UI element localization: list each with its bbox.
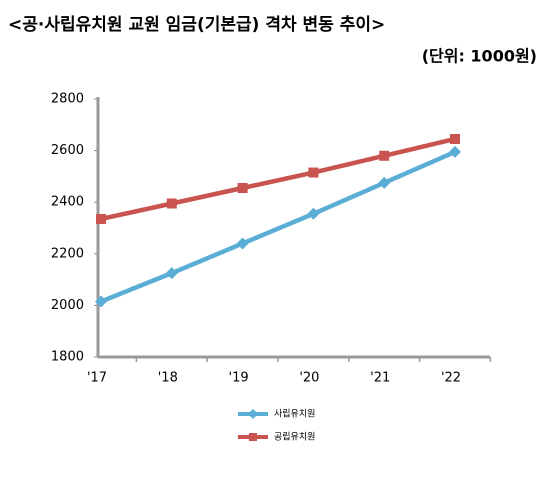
x-tick-label: '22 bbox=[441, 371, 461, 386]
chart-subtitle: (단위: 1000원) bbox=[422, 47, 537, 66]
marker bbox=[378, 176, 391, 189]
x-tick-label: '20 bbox=[299, 371, 319, 386]
marker bbox=[307, 207, 320, 220]
marker bbox=[96, 213, 106, 224]
chart-title: <공·사립유치원 교원 임금(기본급) 격차 변동 추이> bbox=[8, 14, 385, 35]
marker bbox=[308, 167, 319, 178]
series-line bbox=[100, 136, 456, 222]
marker bbox=[95, 295, 107, 308]
marker bbox=[379, 150, 390, 161]
y-tick-label: 2200 bbox=[51, 246, 84, 261]
legend-marker bbox=[249, 433, 257, 441]
marker bbox=[450, 133, 460, 144]
x-tick-label: '17 bbox=[87, 371, 107, 386]
y-tick-label: 1800 bbox=[51, 350, 84, 365]
y-tick-label: 2600 bbox=[51, 143, 84, 158]
series-line bbox=[100, 149, 456, 304]
marker bbox=[449, 145, 461, 158]
y-tick-label: 2800 bbox=[51, 92, 84, 107]
marker bbox=[237, 183, 248, 194]
legend-label: 사립유치원 bbox=[274, 408, 315, 420]
x-tick-label: '19 bbox=[229, 371, 249, 386]
marker bbox=[166, 198, 177, 209]
legend-marker bbox=[248, 409, 258, 419]
y-tick-label: 2000 bbox=[51, 298, 84, 313]
legend-label: 공립유치원 bbox=[274, 431, 315, 443]
y-tick-label: 2400 bbox=[51, 195, 84, 210]
marker bbox=[165, 267, 178, 280]
marker bbox=[236, 237, 249, 250]
x-tick-label: '21 bbox=[370, 371, 390, 386]
x-tick-label: '18 bbox=[158, 371, 178, 386]
